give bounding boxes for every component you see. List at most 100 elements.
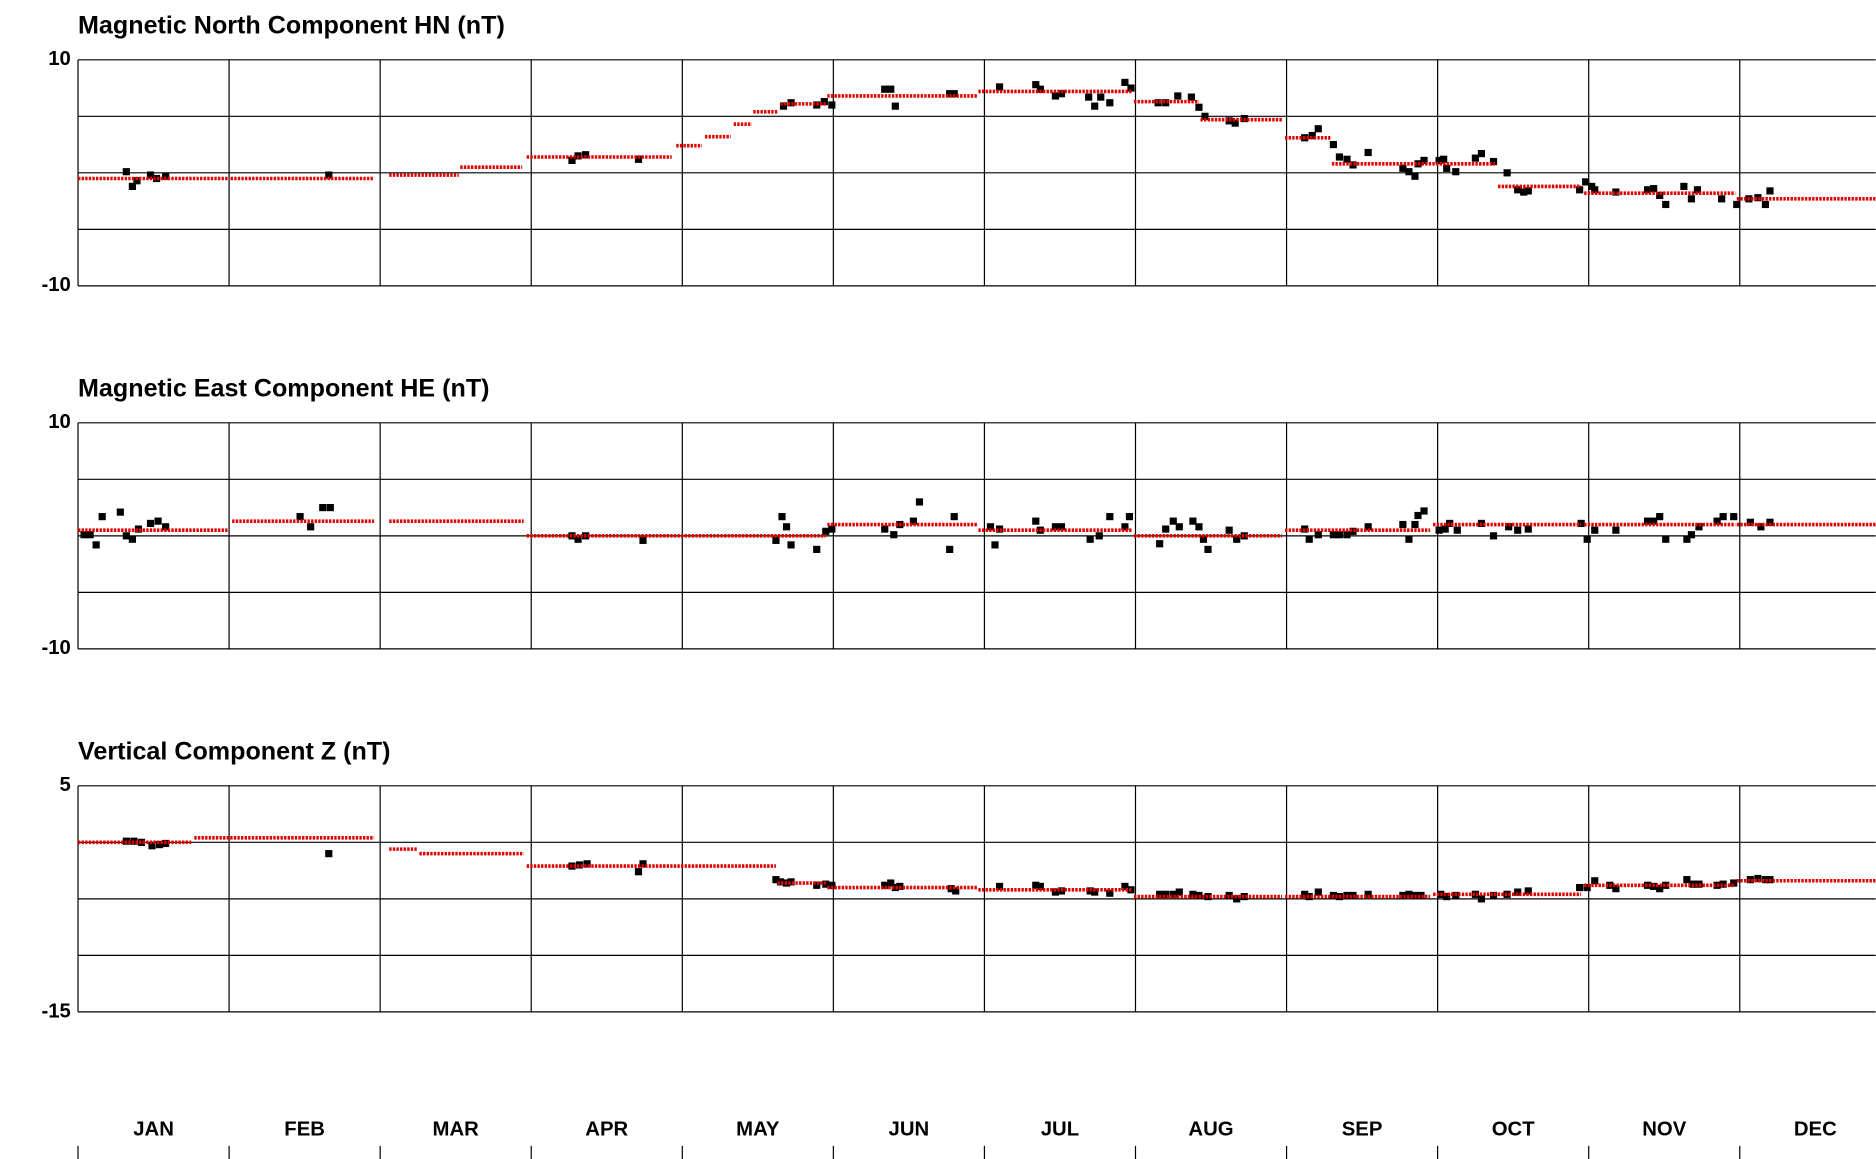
data-point	[1121, 523, 1129, 531]
y-tick-label: 10	[48, 48, 71, 70]
data-point	[326, 503, 334, 512]
baseline-line	[78, 89, 1876, 201]
data-point	[1086, 535, 1094, 543]
data-point	[890, 531, 898, 539]
data-point	[1106, 889, 1114, 897]
data-point	[1405, 890, 1413, 898]
data-point	[1612, 188, 1620, 196]
data-point	[575, 861, 584, 869]
data-point	[891, 883, 899, 892]
data-point	[1349, 891, 1357, 900]
data-point	[909, 517, 918, 525]
data-point	[1644, 517, 1652, 525]
data-point	[1583, 883, 1591, 892]
data-point	[1240, 532, 1248, 540]
data-point	[776, 878, 785, 886]
x-tick-label: MAY	[736, 1119, 780, 1141]
data-point	[1240, 893, 1248, 901]
data-point	[1121, 882, 1129, 891]
data-point	[1730, 513, 1738, 521]
data-point	[1329, 140, 1337, 149]
data-point	[986, 523, 995, 531]
data-point	[1591, 186, 1599, 194]
data-point	[1514, 888, 1522, 896]
data-point	[319, 503, 327, 512]
data-point	[1583, 535, 1591, 543]
data-point	[1471, 890, 1479, 898]
data-point	[1524, 887, 1532, 895]
data-point	[1718, 195, 1726, 203]
data-point	[1162, 99, 1170, 107]
data-point	[813, 881, 821, 889]
data-point	[146, 519, 155, 527]
data-point	[80, 531, 88, 539]
data-point	[778, 513, 786, 521]
data-point	[1453, 526, 1461, 534]
data-point	[1576, 186, 1584, 194]
data-point	[1687, 195, 1696, 203]
data-point	[1644, 186, 1652, 194]
data-point	[950, 513, 958, 521]
data-point	[1308, 131, 1316, 140]
data-point	[1225, 117, 1233, 125]
chart-title: Magnetic East Component HE (nT)	[78, 375, 490, 403]
data-point	[787, 99, 795, 107]
data-point	[1662, 535, 1670, 543]
data-point	[1695, 523, 1703, 531]
data-point	[828, 525, 836, 533]
data-point	[946, 545, 954, 553]
data-point	[820, 98, 828, 106]
data-point	[1683, 535, 1691, 543]
data-point	[1314, 888, 1322, 896]
data-point	[1680, 182, 1688, 190]
data-point	[1175, 888, 1183, 896]
data-point	[1612, 526, 1620, 534]
data-point	[1443, 164, 1451, 172]
data-point	[1683, 876, 1691, 884]
data-point	[634, 868, 643, 876]
data-point	[152, 174, 161, 183]
data-point	[148, 842, 156, 850]
data-point	[881, 525, 889, 533]
data-point	[1174, 92, 1182, 100]
data-point	[813, 545, 821, 553]
data-point	[828, 881, 836, 889]
data-point	[1057, 90, 1066, 98]
data-point	[891, 102, 899, 110]
data-point	[1746, 518, 1754, 526]
data-point	[881, 85, 889, 93]
data-point	[1757, 523, 1765, 531]
data-point	[1713, 517, 1721, 525]
data-point	[1199, 535, 1208, 543]
data-point	[162, 172, 170, 180]
data-point	[92, 541, 100, 549]
data-point	[1036, 882, 1044, 891]
data-point	[325, 171, 333, 179]
data-point	[639, 860, 647, 868]
data-point	[1189, 890, 1197, 898]
x-tick-label: JAN	[133, 1119, 174, 1141]
data-point	[1719, 880, 1727, 888]
data-point	[1662, 881, 1670, 889]
data-point	[1420, 507, 1428, 515]
data-point	[1440, 155, 1448, 163]
data-point	[1121, 78, 1129, 86]
data-point	[1477, 895, 1486, 903]
data-point	[887, 879, 895, 887]
data-point	[1225, 526, 1233, 534]
x-tick-label: DEC	[1794, 1119, 1837, 1141]
data-point	[1091, 102, 1099, 110]
x-tick-label: FEB	[284, 1119, 325, 1141]
x-tick-label: JUN	[889, 1119, 930, 1141]
data-point	[1443, 893, 1451, 901]
data-point	[1125, 513, 1134, 521]
data-point	[787, 541, 795, 549]
data-point	[950, 90, 958, 98]
data-point	[1305, 535, 1313, 543]
data-point	[1761, 200, 1770, 209]
data-point	[134, 525, 143, 533]
data-point	[1233, 895, 1241, 903]
data-point	[772, 876, 780, 884]
data-point	[1411, 172, 1419, 180]
